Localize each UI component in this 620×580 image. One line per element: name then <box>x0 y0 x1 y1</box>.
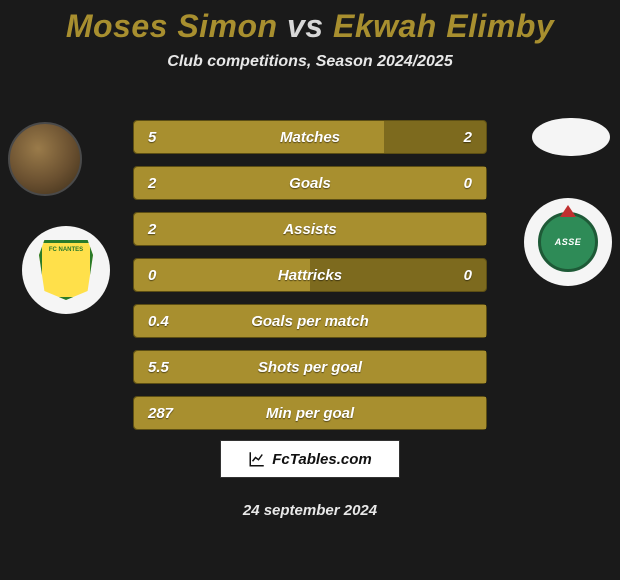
stat-left-value: 287 <box>148 405 173 422</box>
stat-right-value: 0 <box>464 267 472 284</box>
stat-fill <box>134 121 384 153</box>
nantes-crest-icon <box>39 240 93 300</box>
stat-right-value: 2 <box>464 129 472 146</box>
snapshot-date: 24 september 2024 <box>0 502 620 519</box>
chart-icon <box>248 450 266 468</box>
stat-left-value: 2 <box>148 175 156 192</box>
vs-separator: vs <box>287 8 324 44</box>
stat-left-value: 5.5 <box>148 359 169 376</box>
right-avatars: ASSE <box>512 118 612 286</box>
stat-rows: 5 Matches 2 2 Goals 0 2 Assists 0 Hattricks 0 0.4 Go… <box>133 120 487 442</box>
stat-right-value: 0 <box>464 175 472 192</box>
stat-label: Min per goal <box>266 405 354 422</box>
stat-label: Hattricks <box>278 267 342 284</box>
stat-left-value: 2 <box>148 221 156 238</box>
stat-label: Goals per match <box>251 313 369 330</box>
player2-avatar-placeholder <box>532 118 610 156</box>
player2-club-badge: ASSE <box>524 198 612 286</box>
stat-label: Goals <box>289 175 331 192</box>
comparison-title: Moses Simon vs Ekwah Elimby <box>0 0 620 45</box>
player1-club-badge <box>22 226 110 314</box>
stat-row: 0.4 Goals per match <box>133 304 487 338</box>
stat-row: 5 Matches 2 <box>133 120 487 154</box>
stat-row: 0 Hattricks 0 <box>133 258 487 292</box>
left-avatars <box>8 122 110 314</box>
player2-name: Ekwah Elimby <box>333 8 554 44</box>
season-subtitle: Club competitions, Season 2024/2025 <box>0 53 620 71</box>
stat-left-value: 5 <box>148 129 156 146</box>
player1-avatar <box>8 122 82 196</box>
stat-label: Matches <box>280 129 340 146</box>
stat-left-value: 0.4 <box>148 313 169 330</box>
stat-row: 5.5 Shots per goal <box>133 350 487 384</box>
stat-row: 2 Goals 0 <box>133 166 487 200</box>
stat-left-value: 0 <box>148 267 156 284</box>
stat-row: 287 Min per goal <box>133 396 487 430</box>
stat-label: Assists <box>283 221 336 238</box>
stat-row: 2 Assists <box>133 212 487 246</box>
asse-crest-label: ASSE <box>555 237 582 247</box>
stat-label: Shots per goal <box>258 359 362 376</box>
asse-crest-icon: ASSE <box>538 212 598 272</box>
fctables-badge[interactable]: FcTables.com <box>220 440 400 478</box>
player1-name: Moses Simon <box>66 8 278 44</box>
fctables-label: FcTables.com <box>272 451 371 468</box>
